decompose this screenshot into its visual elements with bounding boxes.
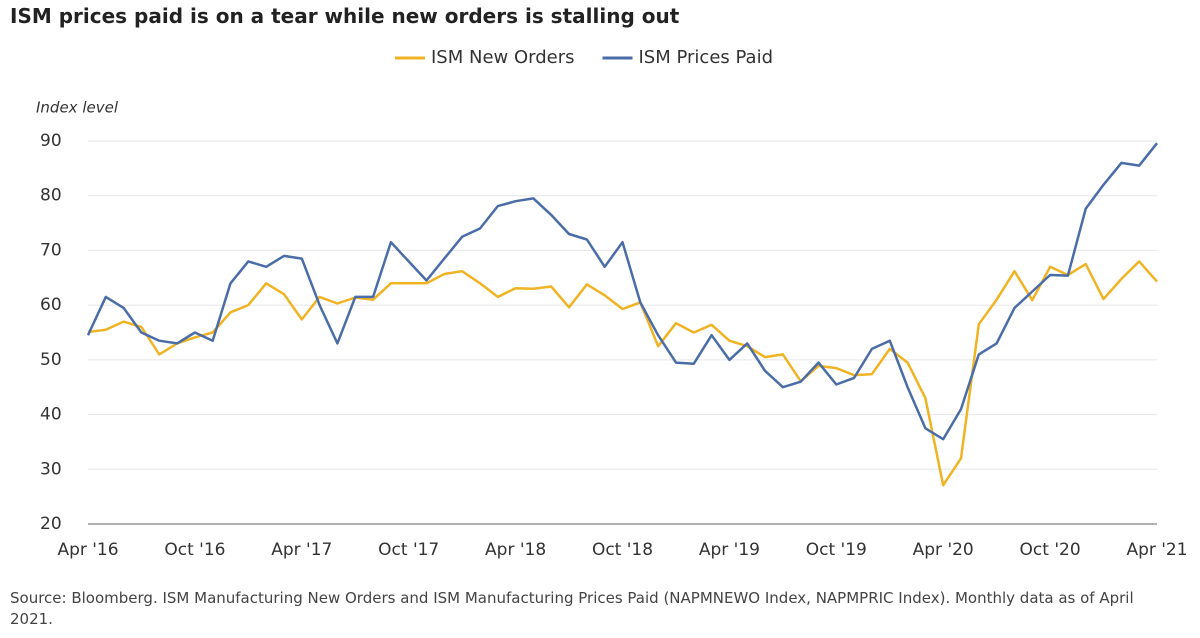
y-tick-label: 80 [40,186,62,206]
legend-label: ISM New Orders [431,47,575,68]
x-tick-label: Apr '19 [699,540,760,560]
legend-label: ISM Prices Paid [639,47,774,68]
chart: Index level 20 30 40 50 60 70 80 90 Apr '16 Oct '… [36,47,1188,560]
y-tick-label: 90 [40,131,62,151]
x-tick-label: Apr '16 [57,540,118,560]
x-tick-label: Oct '17 [378,540,439,560]
y-tick-label: 70 [40,240,62,260]
series-line [87,260,1158,487]
series-line [86,142,1158,441]
y-tick-label: 50 [40,350,62,370]
source-note: Source: Bloomberg. ISM Manufacturing New… [10,589,1134,628]
chart-title: ISM prices paid is on a tear while new o… [10,4,680,28]
x-tick-label: Oct '19 [806,540,867,560]
x-tick-label: Apr '21 [1126,540,1187,560]
x-tick-label: Oct '16 [164,540,225,560]
x-tick-label: Apr '20 [913,540,974,560]
x-tick-label: Apr '18 [485,540,546,560]
y-tick-label: 60 [40,295,62,315]
y-tick-label: 40 [40,405,62,425]
y-tick-label: 20 [40,514,62,534]
x-tick-label: Apr '17 [271,540,332,560]
x-tick-label: Oct '20 [1020,540,1081,560]
y-tick-label: 30 [40,459,62,479]
y-axis-label: Index level [36,99,119,117]
x-tick-label: Oct '18 [592,540,653,560]
